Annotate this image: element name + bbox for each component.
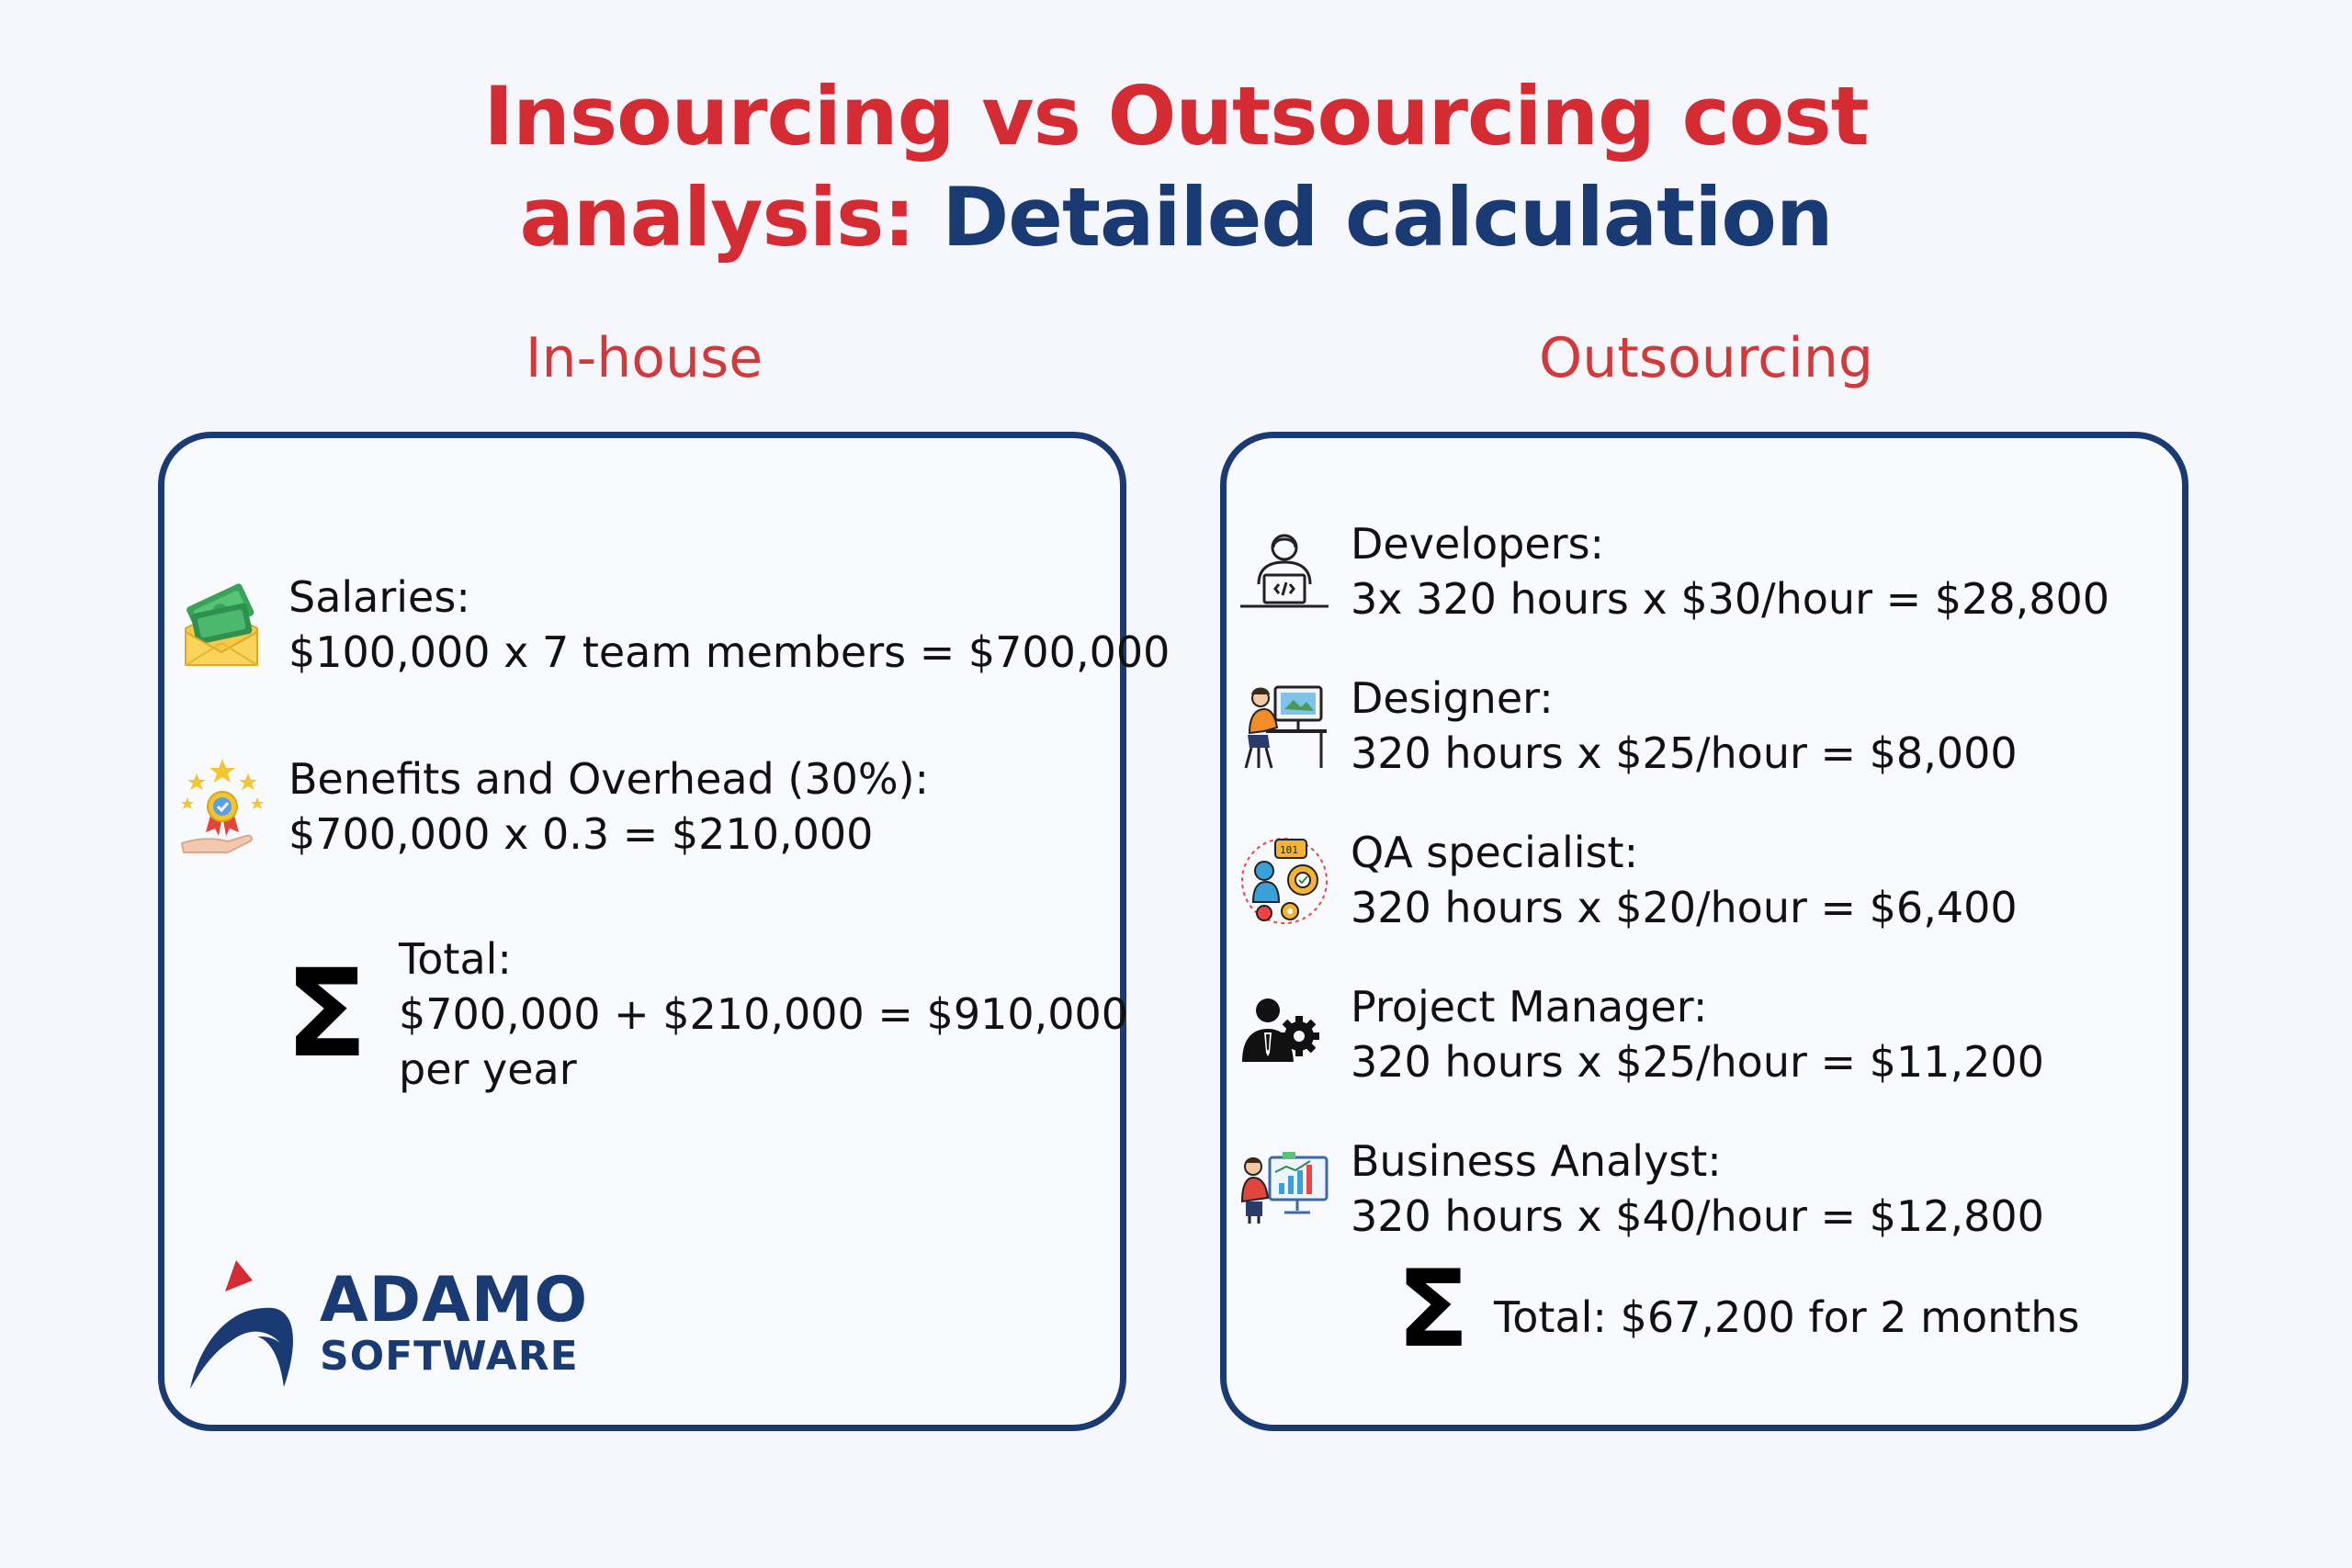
in-house-total-label: Total: [399, 934, 512, 984]
developers-formula: 3x 320 hours x $30/hour = $28,800 [1351, 574, 2110, 624]
salaries-formula: $100,000 x 7 team members = $700,000 [288, 627, 1170, 677]
qa-gears-icon: 101 [1241, 838, 1328, 924]
sigma-icon: Σ [285, 943, 368, 1085]
award-hand-icon [180, 759, 264, 853]
outsourcing-total-text: Total: $67,200 for 2 months [1494, 1292, 2080, 1342]
business-analyst-label: Business Analyst: [1351, 1136, 1722, 1186]
in-house-total-item: Total: $700,000 + $210,000 = $910,000 pe… [399, 931, 1128, 1097]
developer-laptop-icon [1240, 534, 1329, 608]
designer-label: Designer: [1351, 673, 1554, 723]
qa-formula: 320 hours x $20/hour = $6,400 [1351, 883, 2018, 932]
in-house-heading: In-house [525, 326, 763, 390]
outsourcing-sigma-icon: Σ [1396, 1247, 1470, 1371]
outsourcing-item-business-analyst: Business Analyst: 320 hours x $40/hour =… [1351, 1134, 2044, 1244]
benefits-item: Benefits and Overhead (30%): $700,000 x … [288, 751, 929, 862]
logo-text-adamo: ADAMO [320, 1264, 589, 1337]
salaries-item: Salaries: $100,000 x 7 team members = $7… [288, 570, 1170, 680]
page-title: Insourcing vs Outsourcing cost analysis:… [0, 66, 2352, 268]
business-analyst-formula: 320 hours x $40/hour = $12,800 [1351, 1191, 2044, 1241]
project-manager-formula: 320 hours x $25/hour = $11,200 [1351, 1037, 2044, 1087]
title-line-2-blue: Detailed calculation [942, 170, 1833, 265]
benefits-formula: $700,000 x 0.3 = $210,000 [288, 809, 874, 859]
title-line-1: Insourcing vs Outsourcing cost [0, 66, 2352, 167]
manager-gear-icon [1242, 998, 1319, 1062]
title-line-1-text: Insourcing vs Outsourcing cost [483, 69, 1869, 164]
adamo-logo-icon [190, 1260, 293, 1389]
salaries-label: Salaries: [288, 572, 470, 622]
money-envelope-icon [185, 583, 258, 666]
project-manager-label: Project Manager: [1351, 982, 1708, 1032]
title-line-2-red: analysis: [519, 170, 916, 265]
outsourcing-card [1220, 432, 2188, 1431]
outsourcing-item-designer: Designer: 320 hours x $25/hour = $8,000 [1351, 671, 2018, 781]
designer-formula: 320 hours x $25/hour = $8,000 [1351, 728, 2018, 778]
benefits-label: Benefits and Overhead (30%): [288, 754, 930, 804]
in-house-total-suffix: per year [399, 1044, 577, 1094]
designer-desk-icon [1244, 685, 1327, 769]
developers-label: Developers: [1351, 519, 1605, 569]
logo-text-software: SOFTWARE [320, 1333, 579, 1380]
outsourcing-item-project-manager: Project Manager: 320 hours x $25/hour = … [1351, 979, 2044, 1089]
in-house-card [158, 432, 1126, 1431]
qa-label: QA specialist: [1351, 828, 1639, 877]
svg-text:101: 101 [1280, 844, 1298, 856]
outsourcing-item-developers: Developers: 3x 320 hours x $30/hour = $2… [1351, 516, 2109, 626]
title-line-2: analysis: Detailed calculation [0, 167, 2352, 268]
outsourcing-total: Total: $67,200 for 2 months [1494, 1290, 2079, 1345]
in-house-total-formula: $700,000 + $210,000 = $910,000 [399, 989, 1129, 1039]
outsourcing-item-qa: QA specialist: 320 hours x $20/hour = $6… [1351, 825, 2018, 935]
analyst-chart-icon [1240, 1152, 1329, 1224]
outsourcing-heading: Outsourcing [1539, 326, 1873, 390]
